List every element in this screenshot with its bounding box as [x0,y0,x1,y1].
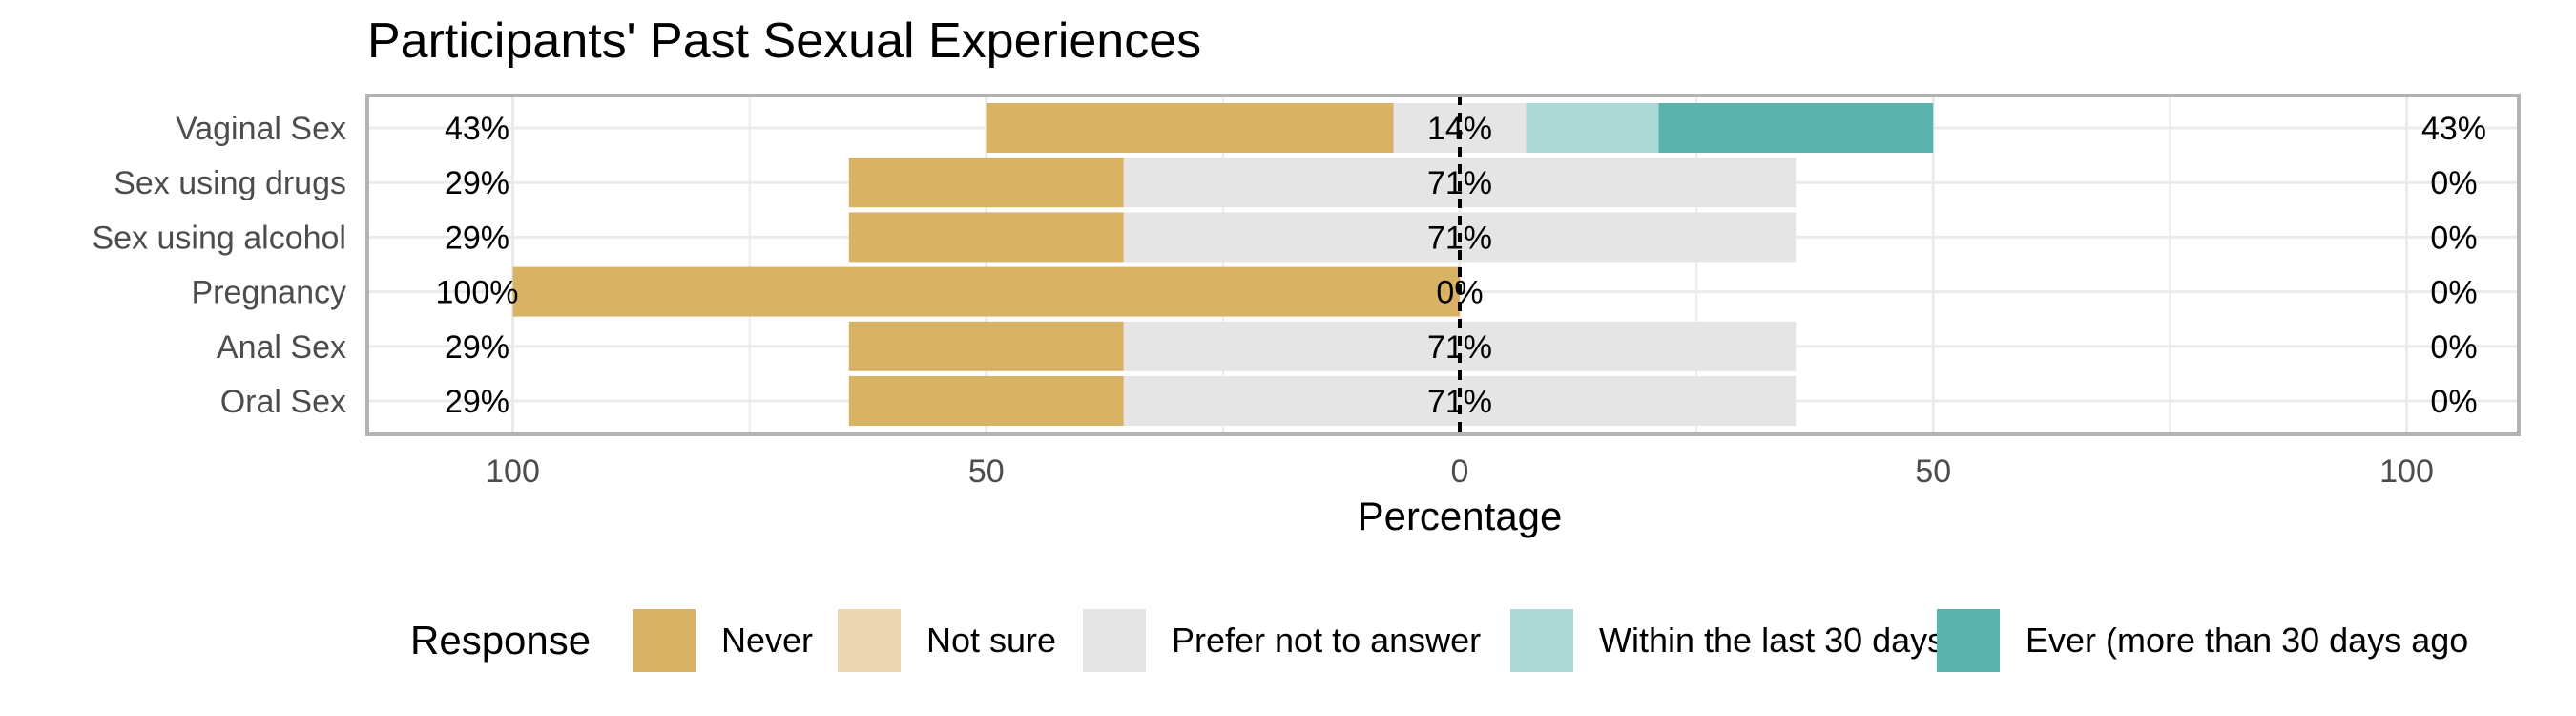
legend-label: Within the last 30 days [1599,621,1944,660]
bar-ever-over-30-days [1658,103,1934,153]
category-label: Vaginal Sex [176,111,346,147]
right-percent-label: 0% [2430,384,2477,420]
bar-prefer-not [1123,321,1797,371]
bar-never [848,158,1124,208]
bar-never [848,212,1124,263]
legend: Response Never Not sure Prefer not to answ… [410,609,2468,672]
bar-never [848,376,1124,426]
legend-label: Ever (more than 30 days ago [2025,621,2468,660]
x-tick-label: 50 [968,453,1005,490]
x-axis-title: Percentage [1358,494,1563,538]
left-percent-label: 29% [445,165,509,201]
center-percent-label: 14% [1427,111,1492,147]
x-tick-label: 0 [1451,453,1469,490]
right-percent-label: 43% [2421,111,2486,147]
right-percent-label: 0% [2430,165,2477,201]
left-percent-label: 43% [445,111,509,147]
bar-never [848,321,1124,371]
category-label: Sex using alcohol [92,220,346,256]
bar-never [986,103,1394,153]
category-label: Oral Sex [220,384,346,420]
category-label: Pregnancy [191,275,346,311]
right-percent-label: 0% [2430,275,2477,311]
left-percent-label: 29% [445,329,509,366]
percent-labels: 43% 14% 43% 29% 71% 0% 29% 71% 0% 100% 0% 0% 29% 71% 0… [436,111,2487,420]
x-tick-label: 50 [1915,453,1951,490]
x-axis-ticks: 100 50 0 50 100 [486,453,2434,490]
legend-key [1083,609,1146,672]
legend-items: Never Not sure Prefer not to answer Within … [633,609,2468,672]
legend-label: Never [721,621,813,660]
bar-prefer-not [1393,103,1527,153]
category-label: Anal Sex [217,329,346,366]
center-percent-label: 71% [1427,384,1492,420]
bar-within-30-days [1526,103,1659,153]
legend-label: Not sure [926,621,1056,660]
legend-key [838,609,901,672]
panel-border [365,94,2521,436]
left-percent-label: 100% [436,275,519,311]
center-percent-label: 0% [1436,275,1483,311]
center-percent-label: 71% [1427,165,1492,201]
category-label: Sex using drugs [114,165,346,201]
right-percent-label: 0% [2430,220,2477,256]
bar-prefer-not [1123,376,1797,426]
center-percent-label: 71% [1427,220,1492,256]
right-percent-label: 0% [2430,329,2477,366]
legend-label: Prefer not to answer [1172,621,1481,660]
bar-never [512,266,1460,317]
legend-key [633,609,696,672]
center-percent-label: 71% [1427,329,1492,366]
x-tick-label: 100 [486,453,540,490]
left-percent-label: 29% [445,220,509,256]
legend-key [1510,609,1573,672]
chart-title: Participants' Past Sexual Experiences [367,13,1201,69]
x-tick-label: 100 [2379,453,2434,490]
left-percent-label: 29% [445,384,509,420]
legend-title: Response [410,618,591,663]
legend-key [1937,609,2000,672]
category-labels: Vaginal Sex Sex using drugs Sex using alco… [92,111,346,420]
